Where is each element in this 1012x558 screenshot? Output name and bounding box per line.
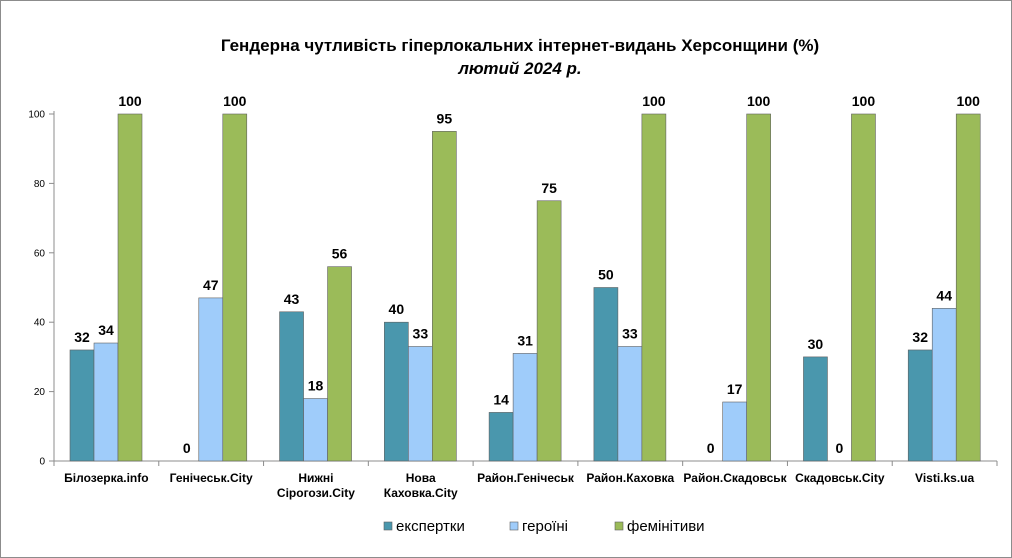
data-label: 50 [598,267,614,283]
data-label: 100 [852,93,876,109]
data-label: 95 [437,110,453,126]
data-label: 33 [622,325,638,341]
data-label: 75 [541,180,557,196]
bar [93,342,119,462]
data-label: 0 [707,440,715,456]
data-label: 34 [98,322,114,338]
data-label: 32 [912,329,928,345]
legend-label: експертки [396,518,465,535]
data-label: 47 [203,277,219,293]
bar [303,398,328,462]
legend-swatch [383,521,393,531]
data-label: 18 [308,378,324,394]
bars [69,113,981,462]
bar [222,113,248,462]
bar [617,346,643,462]
y-tick-label: 20 [34,387,46,398]
chart-subtitle: лютий 2024 р. [457,59,581,78]
bar [746,113,771,462]
data-label: 43 [284,291,300,307]
data-label: 33 [413,325,429,341]
data-label: 0 [836,440,844,456]
data-label: 32 [74,329,90,345]
y-tick-label: 100 [28,110,45,121]
bar [488,412,514,462]
legend-label: фемінітиви [627,518,705,535]
bar [722,401,747,462]
bar [593,287,619,462]
x-tick-label: Нижні [298,471,333,485]
bar [117,113,143,462]
data-label: 44 [936,287,952,303]
bar [803,356,828,462]
data-label: 100 [223,93,247,109]
chart-title: Гендерна чутливість гіперлокальних інтер… [221,36,819,55]
data-label: 30 [808,336,824,352]
x-tick-label: Білозерка.info [64,471,148,485]
bar [384,321,409,462]
data-label: 100 [118,93,142,109]
data-labels: 32 0 43 40 14 50 0 30 32 34 47 18 33 31 33 17 0 44 100 100 5… [74,93,980,456]
bar [432,131,457,462]
x-tick-label: Каховка.City [384,486,458,500]
x-tick-labels: Білозерка.info Генічеськ.City НижніСірогоз… [64,471,974,500]
x-tick-label: Генічеськ.City [170,471,253,485]
x-tick-label: Visti.ks.ua [915,471,974,485]
x-tick-label: Район.Скадовськ [683,471,787,485]
x-tick-label: Скадовськ.City [795,471,885,485]
legend-swatch [614,521,624,531]
bar [198,297,224,462]
data-label: 56 [332,246,348,262]
x-tick-label: Нова [406,471,436,485]
data-label: 100 [642,93,666,109]
x-tick-label: Район.Генічеськ [477,471,575,485]
legend-swatch [509,521,519,531]
y-tick-label: 80 [34,179,46,190]
data-label: 14 [493,391,509,407]
bar [955,113,981,462]
data-label: 0 [183,440,191,456]
bar [931,308,957,462]
y-tick-label: 40 [34,318,46,329]
bar [641,113,667,462]
x-tick-label: Район.Каховка [586,471,674,485]
bar [907,349,933,462]
y-tick-label: 0 [39,457,45,468]
legend-label: героїні [522,518,568,535]
data-label: 100 [747,93,771,109]
bar [327,266,352,462]
bar [279,311,304,462]
x-tick-label: Сірогози.City [277,486,355,500]
bar [536,200,562,462]
data-label: 31 [517,332,533,348]
data-label: 40 [389,301,405,317]
bar [512,353,538,462]
data-label: 17 [727,381,743,397]
legend: експертки героїні фемінітиви [383,518,705,535]
bar [408,346,433,462]
bar [69,349,95,462]
bar [851,113,876,462]
y-tick-label: 60 [34,248,46,259]
data-label: 100 [957,93,981,109]
